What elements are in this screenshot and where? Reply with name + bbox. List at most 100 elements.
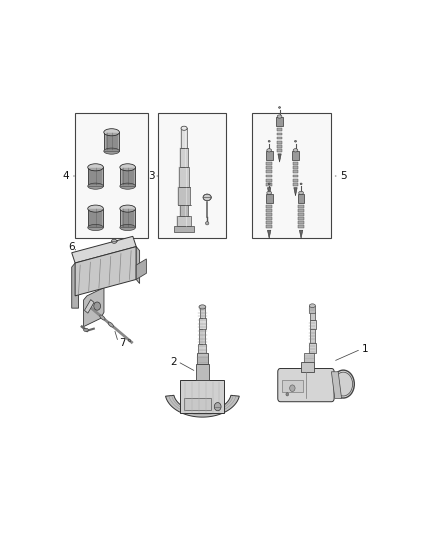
Bar [277, 141, 282, 143]
Ellipse shape [199, 305, 206, 309]
Bar [174, 226, 194, 232]
Bar [293, 166, 298, 169]
Polygon shape [75, 247, 136, 296]
Ellipse shape [88, 164, 103, 171]
Polygon shape [136, 247, 140, 284]
Ellipse shape [84, 328, 88, 332]
Bar [266, 174, 272, 177]
Ellipse shape [294, 141, 297, 142]
Polygon shape [85, 300, 94, 313]
Ellipse shape [104, 148, 120, 154]
Ellipse shape [332, 370, 354, 398]
Polygon shape [332, 372, 342, 399]
Polygon shape [84, 288, 104, 327]
Circle shape [286, 393, 289, 396]
Bar [75, 113, 148, 238]
Bar [266, 151, 272, 160]
Bar [251, 113, 332, 238]
Bar [266, 162, 272, 165]
Bar [266, 179, 272, 182]
Polygon shape [300, 230, 303, 238]
Ellipse shape [268, 183, 270, 184]
Ellipse shape [299, 191, 304, 195]
Text: 3: 3 [148, 171, 155, 181]
Bar [266, 193, 272, 203]
Bar [266, 213, 272, 216]
FancyBboxPatch shape [278, 368, 334, 402]
Bar [304, 353, 314, 361]
Bar [293, 183, 298, 185]
Bar [266, 225, 272, 228]
Ellipse shape [108, 322, 113, 327]
Text: 1: 1 [362, 344, 369, 354]
Ellipse shape [88, 205, 103, 212]
Bar [196, 364, 209, 380]
Bar [180, 148, 188, 167]
Polygon shape [278, 154, 281, 162]
Bar [309, 306, 315, 313]
Bar [310, 329, 315, 343]
Polygon shape [268, 188, 271, 196]
Bar [120, 167, 135, 186]
Bar [277, 128, 282, 131]
Bar [277, 145, 282, 148]
Ellipse shape [267, 191, 272, 195]
Bar [277, 149, 282, 152]
Ellipse shape [205, 222, 209, 225]
Ellipse shape [334, 372, 353, 396]
Ellipse shape [181, 126, 187, 130]
Bar [266, 183, 272, 185]
Bar [292, 151, 299, 160]
Text: 5: 5 [340, 171, 346, 181]
Bar [266, 221, 272, 224]
Bar [298, 209, 304, 212]
Ellipse shape [100, 315, 105, 320]
Bar [266, 209, 272, 212]
Bar [293, 171, 298, 173]
Ellipse shape [88, 224, 103, 231]
Circle shape [290, 385, 295, 391]
Bar [266, 171, 272, 173]
Bar [298, 225, 304, 228]
Ellipse shape [309, 304, 315, 308]
Text: 4: 4 [62, 171, 69, 181]
Bar [293, 174, 298, 177]
Ellipse shape [120, 164, 135, 171]
Bar [282, 380, 303, 392]
Ellipse shape [128, 339, 131, 342]
Bar [177, 216, 191, 226]
Bar [276, 117, 283, 126]
Bar [197, 353, 208, 364]
Bar [180, 205, 188, 216]
Bar [198, 344, 206, 353]
Ellipse shape [300, 183, 302, 184]
Polygon shape [72, 236, 136, 263]
Text: 6: 6 [68, 241, 75, 252]
Bar [310, 320, 316, 329]
Polygon shape [72, 263, 80, 308]
Ellipse shape [120, 224, 135, 231]
Bar [180, 380, 224, 413]
Ellipse shape [104, 128, 120, 136]
Circle shape [94, 302, 101, 310]
Bar [298, 213, 304, 216]
Bar [184, 398, 211, 410]
Bar [298, 221, 304, 224]
Bar [88, 208, 103, 228]
Polygon shape [268, 230, 271, 238]
Polygon shape [136, 259, 146, 279]
Ellipse shape [120, 183, 135, 189]
Bar [311, 312, 315, 320]
Text: 2: 2 [170, 357, 177, 367]
Bar [88, 167, 103, 186]
Bar [120, 208, 135, 228]
Bar [179, 167, 189, 187]
Bar [301, 361, 314, 372]
Polygon shape [166, 395, 239, 417]
Polygon shape [294, 188, 297, 196]
Bar [309, 343, 316, 353]
Text: 7: 7 [119, 338, 126, 348]
Bar [266, 205, 272, 208]
Circle shape [214, 402, 221, 411]
Ellipse shape [111, 239, 117, 243]
